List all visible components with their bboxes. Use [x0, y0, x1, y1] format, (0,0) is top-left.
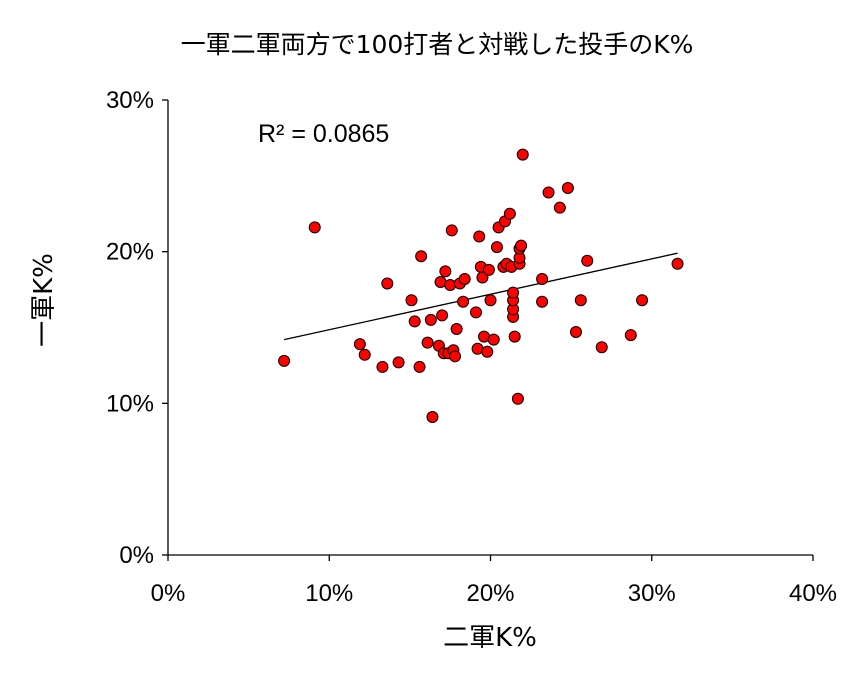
- y-tick-label: 0%: [119, 542, 154, 569]
- data-point: [542, 186, 555, 199]
- data-point: [624, 329, 637, 342]
- x-tick-label: 0%: [151, 580, 186, 607]
- y-axis-ticks: 0% 10% 20% 30%: [106, 87, 168, 569]
- data-point: [408, 315, 421, 328]
- data-point: [508, 330, 521, 343]
- y-tick-label: 30%: [106, 87, 154, 114]
- data-point: [516, 148, 529, 161]
- data-point: [481, 345, 494, 358]
- data-point: [358, 348, 371, 361]
- data-point: [381, 277, 394, 290]
- data-point: [574, 294, 587, 307]
- data-point: [487, 333, 500, 346]
- chart-title: 一軍二軍両方で100打者と対戦した投手のK%: [181, 30, 694, 59]
- data-point: [581, 254, 594, 267]
- data-point: [636, 294, 649, 307]
- data-point: [376, 360, 389, 373]
- data-point: [445, 224, 458, 237]
- data-point: [536, 295, 549, 308]
- data-point: [473, 230, 486, 243]
- data-point: [457, 295, 470, 308]
- data-point: [450, 323, 463, 336]
- data-point: [490, 241, 503, 254]
- y-tick-label: 20%: [106, 239, 154, 266]
- data-point: [515, 239, 528, 252]
- data-point: [308, 221, 321, 234]
- data-points: [278, 148, 684, 423]
- x-tick-label: 30%: [628, 580, 676, 607]
- x-axis-ticks: 0% 10% 20% 30% 40%: [151, 555, 837, 607]
- data-point: [476, 271, 489, 284]
- x-tick-label: 10%: [305, 580, 353, 607]
- r-squared-annotation: R² = 0.0865: [258, 120, 389, 148]
- data-point: [278, 354, 291, 367]
- data-point: [553, 201, 566, 214]
- data-point: [436, 309, 449, 322]
- data-point: [405, 294, 418, 307]
- data-point: [561, 181, 574, 194]
- data-point: [536, 272, 549, 285]
- data-point: [353, 338, 366, 351]
- data-point: [569, 326, 582, 339]
- data-point: [413, 360, 426, 373]
- data-point: [484, 294, 497, 307]
- data-point: [415, 250, 428, 263]
- data-point: [421, 336, 434, 349]
- trendline: [283, 252, 678, 341]
- data-point: [482, 263, 495, 276]
- data-point: [426, 410, 439, 423]
- y-axis-title: 一軍K%: [29, 253, 59, 347]
- plot-area: 0% 10% 20% 30% 0% 10% 20% 30% 40%: [106, 87, 837, 607]
- data-point: [503, 207, 516, 220]
- data-point: [595, 341, 608, 354]
- data-point: [392, 356, 405, 369]
- data-point: [671, 257, 684, 270]
- data-point: [439, 265, 452, 278]
- x-tick-label: 40%: [789, 580, 837, 607]
- y-tick-label: 10%: [106, 390, 154, 417]
- data-point: [449, 350, 462, 363]
- data-point: [424, 313, 437, 326]
- x-tick-label: 20%: [466, 580, 514, 607]
- data-point: [458, 272, 471, 285]
- data-point: [444, 279, 457, 292]
- data-point: [511, 392, 524, 405]
- data-point: [469, 306, 482, 319]
- x-axis-title: 二軍K%: [443, 623, 537, 653]
- data-point: [507, 286, 520, 299]
